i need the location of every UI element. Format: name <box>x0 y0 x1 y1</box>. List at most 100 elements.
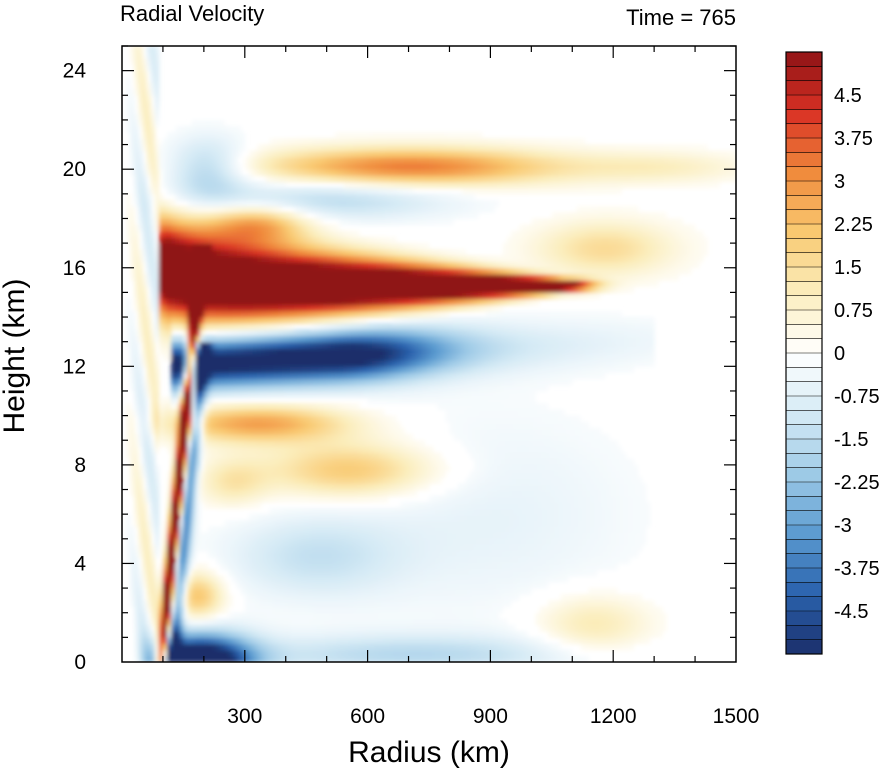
field-cell <box>322 175 328 183</box>
field-cell <box>289 243 295 250</box>
field-cell <box>314 440 320 447</box>
field-cell <box>175 298 180 306</box>
field-cell <box>375 378 381 386</box>
field-cell <box>167 224 172 232</box>
field-cell <box>375 557 381 565</box>
field-cell <box>322 569 328 577</box>
field-cell <box>273 224 279 232</box>
field-cell <box>322 280 328 287</box>
field-cell <box>203 243 209 250</box>
field-cell <box>326 230 332 238</box>
field-cell <box>326 575 332 583</box>
field-cell <box>220 489 225 497</box>
field-cell <box>338 514 344 521</box>
field-cell <box>167 236 172 244</box>
field-cell <box>330 175 336 183</box>
field-cell <box>306 655 311 662</box>
field-cell <box>363 150 369 158</box>
field-cell <box>338 415 344 423</box>
field-cell <box>289 514 295 521</box>
field-cell <box>162 138 168 146</box>
field-cell <box>236 126 242 133</box>
field-cell <box>310 144 315 152</box>
field-cell <box>158 397 164 404</box>
field-cell <box>207 631 213 638</box>
field-cell <box>257 187 262 195</box>
field-cell <box>203 273 209 281</box>
field-cell <box>187 144 193 152</box>
field-cell <box>306 156 311 164</box>
field-cell <box>302 341 307 349</box>
field-cell <box>216 588 221 595</box>
field-cell <box>138 280 144 287</box>
field-cell <box>134 495 139 503</box>
field-cell <box>269 625 275 632</box>
field-cell <box>359 655 365 662</box>
field-cell <box>257 563 262 571</box>
field-cell <box>293 390 299 398</box>
field-cell <box>232 255 238 263</box>
field-cell <box>248 544 254 552</box>
field-cell <box>244 434 250 441</box>
field-cell <box>285 508 291 515</box>
field-cell <box>224 520 230 528</box>
field-cell <box>265 286 270 293</box>
field-cell <box>306 594 311 601</box>
field-cell <box>244 415 250 423</box>
field-cell <box>183 520 189 528</box>
field-cell <box>220 354 225 361</box>
field-cell <box>150 551 156 558</box>
field-cell <box>293 317 299 324</box>
field-cell <box>351 649 356 657</box>
field-cell <box>277 544 283 552</box>
field-cell <box>363 341 369 349</box>
field-cell <box>191 551 197 558</box>
field-cell <box>236 243 242 250</box>
field-cell <box>236 501 242 509</box>
field-cell <box>154 397 160 404</box>
field-cell <box>293 618 299 626</box>
field-cell <box>183 317 189 324</box>
field-cell <box>273 230 279 238</box>
field-cell <box>375 163 381 170</box>
field-cell <box>367 649 373 657</box>
field-cell <box>371 341 377 349</box>
field-cell <box>338 643 344 651</box>
field-cell <box>371 156 377 164</box>
field-cell <box>154 495 160 503</box>
field-cell <box>367 354 373 361</box>
field-cell <box>326 292 332 300</box>
field-cell <box>244 323 250 330</box>
field-cell <box>334 132 340 139</box>
field-cell <box>355 403 361 411</box>
field-cell <box>257 514 262 521</box>
field-cell <box>220 218 225 226</box>
field-cell <box>212 477 217 484</box>
field-cell <box>195 532 201 540</box>
field-cell <box>367 409 373 417</box>
field-cell <box>347 631 352 638</box>
field-cell <box>187 440 193 447</box>
field-cell <box>154 144 160 152</box>
field-cell <box>126 526 131 534</box>
field-cell <box>175 218 180 226</box>
field-cell <box>265 273 270 281</box>
field-cell <box>363 187 369 195</box>
field-cell <box>330 514 336 521</box>
field-cell <box>261 440 266 447</box>
field-cell <box>236 637 242 645</box>
field-cell <box>375 150 381 158</box>
field-cell <box>261 458 266 466</box>
field-cell <box>220 335 225 343</box>
field-cell <box>199 440 205 447</box>
field-cell <box>277 508 283 515</box>
field-cell <box>138 187 144 195</box>
field-cell <box>228 323 234 330</box>
field-cell <box>306 317 311 324</box>
field-cell <box>171 649 176 657</box>
field-cell <box>343 206 348 213</box>
field-cell <box>306 384 311 392</box>
field-cell <box>281 625 287 632</box>
field-cell <box>212 618 217 626</box>
field-cell <box>302 489 307 497</box>
